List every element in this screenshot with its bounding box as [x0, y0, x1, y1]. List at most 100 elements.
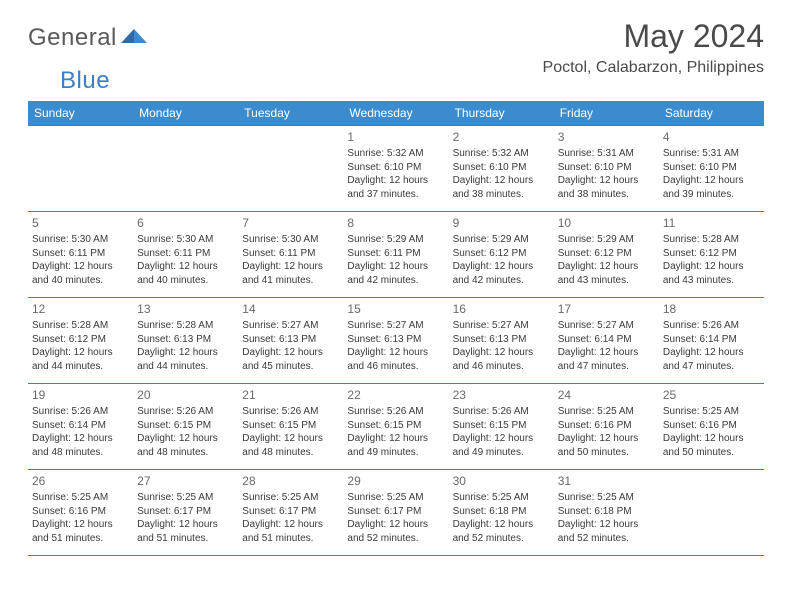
calendar-cell: 2Sunrise: 5:32 AMSunset: 6:10 PMDaylight… [449, 126, 554, 212]
daylight-line-2: and 40 minutes. [32, 274, 129, 288]
sunset-line: Sunset: 6:10 PM [663, 161, 760, 175]
day-number: 19 [32, 387, 129, 403]
daylight-line-2: and 45 minutes. [242, 360, 339, 374]
daylight-line-1: Daylight: 12 hours [32, 346, 129, 360]
sunrise-line: Sunrise: 5:25 AM [663, 405, 760, 419]
daylight-line-1: Daylight: 12 hours [242, 260, 339, 274]
daylight-line-2: and 51 minutes. [242, 532, 339, 546]
daylight-line-1: Daylight: 12 hours [558, 518, 655, 532]
weekday-header: Thursday [449, 101, 554, 126]
sunrise-line: Sunrise: 5:29 AM [558, 233, 655, 247]
daylight-line-1: Daylight: 12 hours [453, 174, 550, 188]
daylight-line-2: and 48 minutes. [32, 446, 129, 460]
calendar-cell: 21Sunrise: 5:26 AMSunset: 6:15 PMDayligh… [238, 384, 343, 470]
day-number: 15 [347, 301, 444, 317]
calendar-cell: 24Sunrise: 5:25 AMSunset: 6:16 PMDayligh… [554, 384, 659, 470]
daylight-line-2: and 40 minutes. [137, 274, 234, 288]
sunrise-line: Sunrise: 5:29 AM [347, 233, 444, 247]
day-number: 18 [663, 301, 760, 317]
daylight-line-2: and 46 minutes. [453, 360, 550, 374]
calendar-cell: 14Sunrise: 5:27 AMSunset: 6:13 PMDayligh… [238, 298, 343, 384]
sunrise-line: Sunrise: 5:25 AM [347, 491, 444, 505]
day-number: 13 [137, 301, 234, 317]
sunset-line: Sunset: 6:11 PM [32, 247, 129, 261]
day-number: 23 [453, 387, 550, 403]
sunset-line: Sunset: 6:14 PM [558, 333, 655, 347]
daylight-line-1: Daylight: 12 hours [558, 174, 655, 188]
daylight-line-1: Daylight: 12 hours [663, 260, 760, 274]
daylight-line-2: and 43 minutes. [558, 274, 655, 288]
day-number: 21 [242, 387, 339, 403]
sunrise-line: Sunrise: 5:26 AM [347, 405, 444, 419]
calendar-row: 12Sunrise: 5:28 AMSunset: 6:12 PMDayligh… [28, 298, 764, 384]
sunset-line: Sunset: 6:18 PM [453, 505, 550, 519]
day-number: 20 [137, 387, 234, 403]
sunrise-line: Sunrise: 5:32 AM [453, 147, 550, 161]
logo-triangle-icon [121, 25, 147, 43]
sunrise-line: Sunrise: 5:27 AM [347, 319, 444, 333]
calendar-cell: 16Sunrise: 5:27 AMSunset: 6:13 PMDayligh… [449, 298, 554, 384]
daylight-line-2: and 52 minutes. [558, 532, 655, 546]
weekday-header: Wednesday [343, 101, 448, 126]
sunset-line: Sunset: 6:18 PM [558, 505, 655, 519]
weekday-header: Monday [133, 101, 238, 126]
sunset-line: Sunset: 6:16 PM [663, 419, 760, 433]
day-number: 8 [347, 215, 444, 231]
day-number: 25 [663, 387, 760, 403]
calendar-body: 1Sunrise: 5:32 AMSunset: 6:10 PMDaylight… [28, 126, 764, 556]
day-number: 22 [347, 387, 444, 403]
daylight-line-2: and 51 minutes. [137, 532, 234, 546]
day-number: 31 [558, 473, 655, 489]
sunset-line: Sunset: 6:14 PM [32, 419, 129, 433]
sunset-line: Sunset: 6:13 PM [242, 333, 339, 347]
calendar-cell: 18Sunrise: 5:26 AMSunset: 6:14 PMDayligh… [659, 298, 764, 384]
daylight-line-1: Daylight: 12 hours [137, 432, 234, 446]
sunrise-line: Sunrise: 5:27 AM [558, 319, 655, 333]
calendar-cell [133, 126, 238, 212]
sunset-line: Sunset: 6:16 PM [32, 505, 129, 519]
day-number: 1 [347, 129, 444, 145]
daylight-line-1: Daylight: 12 hours [453, 518, 550, 532]
calendar-cell [238, 126, 343, 212]
sunset-line: Sunset: 6:10 PM [453, 161, 550, 175]
day-number: 14 [242, 301, 339, 317]
sunset-line: Sunset: 6:12 PM [558, 247, 655, 261]
calendar-cell: 15Sunrise: 5:27 AMSunset: 6:13 PMDayligh… [343, 298, 448, 384]
daylight-line-2: and 52 minutes. [347, 532, 444, 546]
sunrise-line: Sunrise: 5:25 AM [453, 491, 550, 505]
daylight-line-2: and 44 minutes. [32, 360, 129, 374]
sunset-line: Sunset: 6:12 PM [453, 247, 550, 261]
month-title: May 2024 [543, 18, 764, 55]
sunset-line: Sunset: 6:13 PM [347, 333, 444, 347]
sunrise-line: Sunrise: 5:31 AM [663, 147, 760, 161]
calendar-row: 1Sunrise: 5:32 AMSunset: 6:10 PMDaylight… [28, 126, 764, 212]
calendar-row: 5 Sunrise: 5:30 AMSunset: 6:11 PM Daylight… [28, 212, 764, 298]
sunrise-line: Sunrise: 5:30 AM [32, 233, 129, 247]
day-number: 28 [242, 473, 339, 489]
daylight-line-1: Daylight: 12 hours [137, 260, 234, 274]
calendar-cell: 26Sunrise: 5:25 AMSunset: 6:16 PMDayligh… [28, 470, 133, 556]
day-number: 7 [242, 215, 339, 231]
day-number: 16 [453, 301, 550, 317]
sunrise-line: Sunrise: 5:26 AM [242, 405, 339, 419]
sunrise-line: Sunrise: 5:27 AM [453, 319, 550, 333]
calendar-cell: 20Sunrise: 5:26 AMSunset: 6:15 PMDayligh… [133, 384, 238, 470]
day-number: 5 [32, 215, 129, 231]
sunrise-line: Sunrise: 5:26 AM [453, 405, 550, 419]
calendar-cell: 27Sunrise: 5:25 AMSunset: 6:17 PMDayligh… [133, 470, 238, 556]
daylight-line-2: and 44 minutes. [137, 360, 234, 374]
logo: General [28, 24, 147, 52]
daylight-line-1: Daylight: 12 hours [453, 432, 550, 446]
daylight-line-2: and 46 minutes. [347, 360, 444, 374]
daylight-line-1: Daylight: 12 hours [347, 260, 444, 274]
daylight-line-1: Daylight: 12 hours [32, 518, 129, 532]
calendar-cell: 29Sunrise: 5:25 AMSunset: 6:17 PMDayligh… [343, 470, 448, 556]
daylight-line-1: Daylight: 12 hours [558, 346, 655, 360]
daylight-line-2: and 52 minutes. [453, 532, 550, 546]
day-number: 11 [663, 215, 760, 231]
daylight-line-2: and 37 minutes. [347, 188, 444, 202]
daylight-line-2: and 39 minutes. [663, 188, 760, 202]
sunrise-line: Sunrise: 5:31 AM [558, 147, 655, 161]
daylight-line-2: and 47 minutes. [663, 360, 760, 374]
calendar-cell: 3Sunrise: 5:31 AMSunset: 6:10 PMDaylight… [554, 126, 659, 212]
